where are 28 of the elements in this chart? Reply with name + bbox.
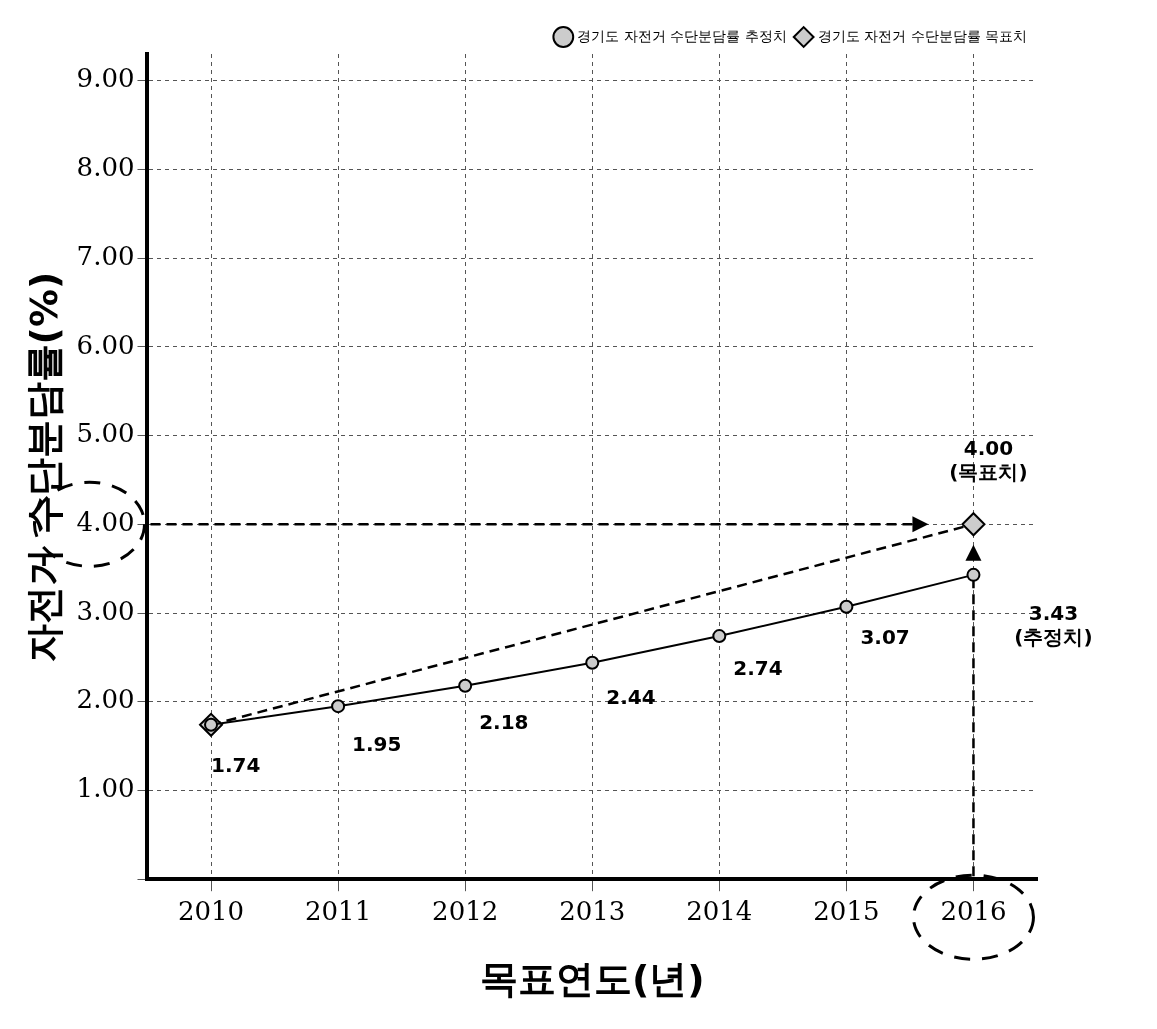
y-tick-label: 1.00 [76, 773, 135, 804]
y-tick-label: 2.00 [76, 684, 135, 715]
y-axis-title: 자전거 수단분담률(%) [21, 271, 66, 662]
x-tick-label: 2012 [432, 895, 499, 926]
x-tick-label: 2010 [177, 895, 245, 926]
y-tick-label: 9.00 [76, 63, 135, 94]
data-label: 1.74 [211, 753, 261, 778]
y-tick-label: 5.00 [76, 418, 135, 449]
x-tick-label: 2014 [686, 895, 753, 926]
legend-label: 경기도 자전거 수단분담률 추정치 [577, 27, 787, 44]
x-tick-label: 2016 [940, 895, 1007, 926]
y-tick-label: 3.00 [76, 595, 135, 626]
legend-label: 경기도 자전거 수단분담률 목표치 [817, 27, 1028, 44]
y-tick-label: 6.00 [76, 329, 135, 360]
x-tick-label: 2015 [813, 895, 880, 926]
x-axis-title: 목표연도(년) [479, 957, 705, 1002]
data-label: 1.95 [352, 732, 402, 757]
annotation: 3.43 (추정치) [1014, 601, 1093, 650]
data-label: 3.07 [860, 625, 910, 649]
y-tick-label: 7.00 [76, 240, 135, 271]
data-label: 2.74 [733, 656, 783, 681]
data-label: 2.18 [479, 709, 529, 734]
y-tick-label: 4.00 [76, 507, 135, 538]
x-tick-label: 2013 [559, 895, 626, 926]
annotation: 4.00 (목표치) [949, 436, 1028, 485]
data-label: 2.44 [606, 684, 656, 709]
x-tick-label: 2011 [305, 895, 372, 926]
y-tick-label: 8.00 [76, 152, 135, 183]
